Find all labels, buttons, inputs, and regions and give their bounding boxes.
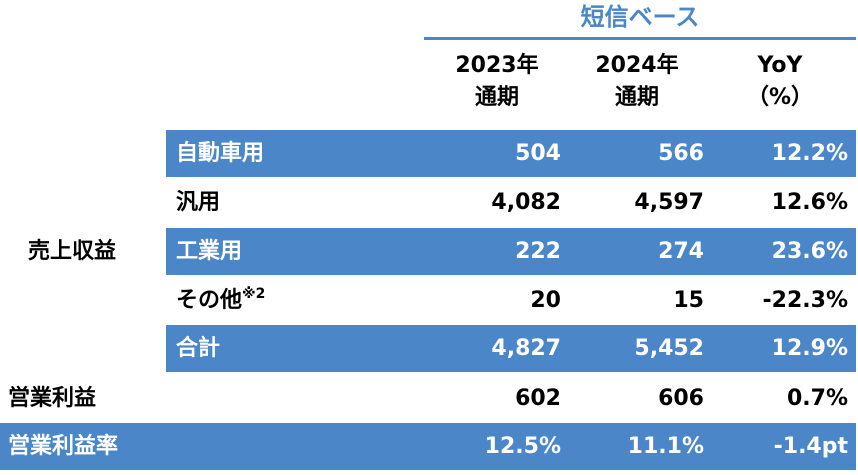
value-other-yoy: -22.3% — [762, 288, 848, 313]
row-band-automotive — [166, 130, 856, 177]
revenue-group-label: 売上収益 — [28, 239, 117, 264]
value-total-yoy: 12.9% — [771, 336, 848, 361]
row-band-operating-margin — [0, 423, 856, 470]
row-label-operating-margin: 営業利益率 — [8, 434, 119, 459]
row-label-industrial: 工業用 — [176, 239, 243, 264]
value-operating-margin-2024: 11.1% — [627, 434, 704, 459]
column-header-2023-year: 2023年 — [455, 53, 539, 78]
value-industrial-2024: 274 — [658, 239, 704, 264]
value-operating-margin-2023: 12.5% — [484, 434, 561, 459]
row-label-total: 合計 — [176, 336, 221, 361]
column-header-2024: 2024年 通期 — [567, 50, 707, 114]
value-industrial-yoy: 23.6% — [771, 239, 848, 264]
column-header-2023: 2023年 通期 — [427, 50, 567, 114]
value-total-2024: 5,452 — [634, 336, 704, 361]
value-operating-profit-2024: 606 — [658, 386, 704, 411]
column-header-yoy: YoY （%） — [710, 50, 850, 114]
value-operating-profit-2023: 602 — [515, 386, 561, 411]
value-other-2024: 15 — [673, 288, 704, 313]
value-total-2023: 4,827 — [491, 336, 561, 361]
row-label-other-text: その他 — [176, 288, 243, 313]
value-automotive-2024: 566 — [658, 141, 704, 166]
column-header-2024-year: 2024年 — [595, 53, 679, 78]
row-label-other: その他※2 — [176, 277, 265, 324]
row-label-automotive: 自動車用 — [176, 141, 265, 166]
value-operating-profit-yoy: 0.7% — [786, 386, 848, 411]
row-label-operating-profit: 営業利益 — [8, 386, 97, 411]
value-industrial-2023: 222 — [515, 239, 561, 264]
column-header-yoy-label: YoY — [757, 53, 803, 78]
row-band-total — [166, 325, 856, 372]
column-header-yoy-unit: （%） — [746, 85, 814, 110]
row-band-industrial — [166, 228, 856, 275]
value-general-2023: 4,082 — [491, 190, 561, 215]
column-header-2023-period: 通期 — [474, 85, 519, 110]
value-automotive-2023: 504 — [515, 141, 561, 166]
column-header-2024-period: 通期 — [614, 85, 659, 110]
value-other-2023: 20 — [530, 288, 561, 313]
value-operating-margin-yoy: -1.4pt — [773, 434, 848, 459]
header-rule — [424, 37, 856, 40]
basis-title: 短信ベース — [580, 3, 700, 31]
value-automotive-yoy: 12.2% — [771, 141, 848, 166]
value-general-yoy: 12.6% — [771, 190, 848, 215]
value-general-2024: 4,597 — [634, 190, 704, 215]
row-label-general: 汎用 — [176, 190, 221, 215]
footnote-marker: ※2 — [242, 286, 266, 302]
